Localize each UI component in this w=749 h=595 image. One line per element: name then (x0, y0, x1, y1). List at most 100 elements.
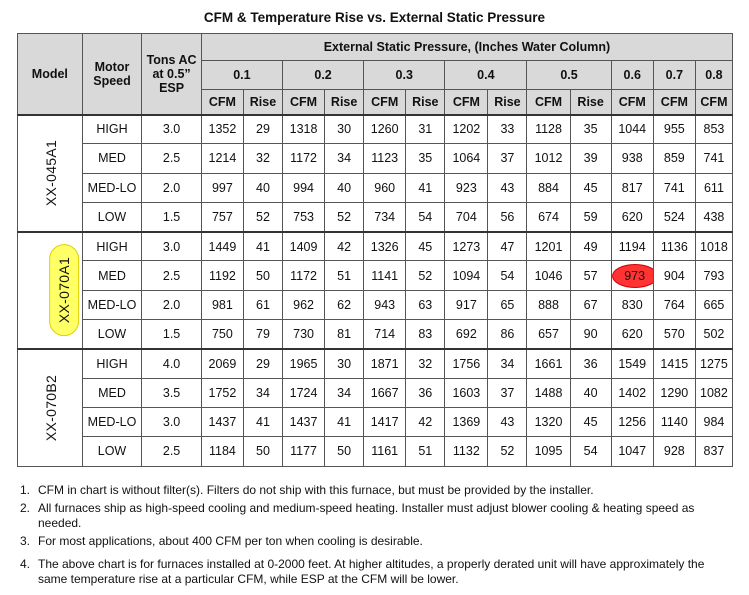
cfm-cell: 928 (652, 436, 696, 467)
tons-cell: 3.0 (141, 113, 202, 145)
table-row: LOW 1.5 750 79 730 81 714 83 692 86 657 90 620 570 502 (18, 319, 734, 350)
cfm-cell: 1417 (363, 406, 407, 438)
cfm-cell: 859 (652, 143, 696, 174)
cfm-cell: 981 (200, 289, 244, 321)
table-row: MED-LO 2.0 997 40 994 40 960 41 923 43 884 45 817 741… (18, 172, 734, 203)
rise-cell: 57 (569, 260, 612, 291)
motor-speed-cell: LOW (81, 201, 143, 233)
header-rise: Rise (487, 89, 528, 115)
header-pressure: 0.4 (444, 60, 528, 90)
cfm-cell: 943 (363, 289, 407, 321)
cfm-cell: 1488 (526, 377, 571, 408)
table-row: XX-045A1 HIGH 3.0 1352 29 1318 30 1260 31 1202 33 1… (17, 113, 734, 233)
cfm-cell: 1415 (652, 347, 696, 379)
rise-cell: 54 (487, 260, 528, 291)
cfm-cell: 1012 (526, 143, 571, 174)
model-name: XX-045A1 (43, 139, 60, 207)
rise-cell: 39 (569, 143, 612, 174)
cfm-cell: 753 (281, 201, 326, 233)
tons-cell: 2.5 (141, 143, 202, 174)
tons-cell: 1.5 (141, 319, 202, 350)
rise-cell: 62 (324, 289, 365, 321)
rise-cell: 41 (242, 406, 284, 438)
cfm-cell: 620 (610, 201, 654, 233)
cfm-cell: 997 (200, 172, 244, 203)
cfm-cell: 1275 (694, 347, 734, 379)
cfm-table: Model Motor Speed Tons AC at 0.5” ESP Ex… (17, 33, 734, 467)
cfm-cell: 1549 (610, 347, 654, 379)
table-row: LOW 2.5 1184 50 1177 50 1161 51 1132 52 1095 54 1047… (18, 436, 734, 467)
cfm-cell: 1140 (652, 406, 696, 438)
header-rise: Rise (569, 89, 612, 115)
cfm-cell: 1172 (281, 260, 326, 291)
footnote: 2. All furnaces ship as high-speed coolin… (20, 501, 695, 530)
motor-speed-cell: MED-LO (81, 289, 143, 321)
model-group: XX-045A1 HIGH 3.0 1352 29 1318 30 1260 31 1202 33 1… (17, 113, 734, 233)
cfm-cell: 757 (200, 201, 244, 233)
header-cfm: CFM (444, 89, 489, 115)
model-cell: XX-070A1 (17, 230, 83, 350)
cfm-cell: 853 (694, 113, 734, 145)
cfm-cell: 1352 (200, 113, 244, 145)
cfm-cell: 714 (363, 319, 407, 350)
table-row: MED-LO 3.0 1437 41 1437 41 1417 42 1369 43 1320 45 1… (18, 406, 734, 438)
rise-cell: 52 (405, 260, 446, 291)
rise-cell: 61 (242, 289, 284, 321)
rise-cell: 41 (242, 230, 284, 262)
model-group: XX-070B2 HIGH 4.0 2069 29 1965 30 1871 32 1756 34 1… (17, 347, 734, 467)
tons-cell: 2.5 (141, 436, 202, 467)
rise-cell: 32 (242, 143, 284, 174)
header-pressure: 0.6 (610, 60, 654, 90)
header-motor-speed: Motor Speed (81, 33, 143, 115)
model-cell: XX-070B2 (17, 347, 83, 467)
cfm-cell: 692 (444, 319, 489, 350)
cfm-cell: 665 (694, 289, 734, 321)
cfm-cell: 1756 (444, 347, 489, 379)
header-cfm: CFM (652, 89, 696, 115)
header-model: Model (17, 33, 83, 115)
cfm-cell: 611 (694, 172, 734, 203)
header-rise: Rise (405, 89, 446, 115)
header-cfm: CFM (694, 89, 734, 115)
tons-cell: 2.0 (141, 172, 202, 203)
cfm-cell: 1136 (652, 230, 696, 262)
cfm-cell: 984 (694, 406, 734, 438)
highlighted-value: 973 (612, 263, 653, 288)
cfm-cell: 1369 (444, 406, 489, 438)
motor-speed-cell: MED (81, 143, 143, 174)
cfm-cell: 955 (652, 113, 696, 145)
cfm-cell: 657 (526, 319, 571, 350)
header-pressure: 0.1 (200, 60, 284, 90)
rise-cell: 35 (405, 143, 446, 174)
rise-cell: 33 (487, 113, 528, 145)
model-name: XX-070B2 (43, 374, 60, 441)
header-rise: Rise (242, 89, 284, 115)
cfm-cell: 1661 (526, 347, 571, 379)
rise-cell: 32 (405, 347, 446, 379)
rise-cell: 36 (405, 377, 446, 408)
cfm-cell: 1214 (200, 143, 244, 174)
cfm-cell: 674 (526, 201, 571, 233)
cfm-cell: 830 (610, 289, 654, 321)
cfm-cell: 438 (694, 201, 734, 233)
footnote: 1. CFM in chart is without filter(s). Fil… (20, 483, 594, 497)
cfm-cell: 1965 (281, 347, 326, 379)
rise-cell: 67 (569, 289, 612, 321)
motor-speed-cell: HIGH (81, 113, 143, 145)
rise-cell: 30 (324, 113, 365, 145)
cfm-cell: 1667 (363, 377, 407, 408)
cfm-cell: 1177 (281, 436, 326, 467)
cfm-cell: 1290 (652, 377, 696, 408)
cfm-cell: 1044 (610, 113, 654, 145)
tons-cell: 3.5 (141, 377, 202, 408)
rise-cell: 59 (569, 201, 612, 233)
motor-speed-cell: MED-LO (81, 172, 143, 203)
cfm-cell: 1201 (526, 230, 571, 262)
cfm-cell: 1132 (444, 436, 489, 467)
cfm-cell: 923 (444, 172, 489, 203)
rise-cell: 41 (405, 172, 446, 203)
rise-cell: 31 (405, 113, 446, 145)
cfm-cell: 1184 (200, 436, 244, 467)
rise-cell: 50 (242, 260, 284, 291)
rise-cell: 34 (487, 347, 528, 379)
